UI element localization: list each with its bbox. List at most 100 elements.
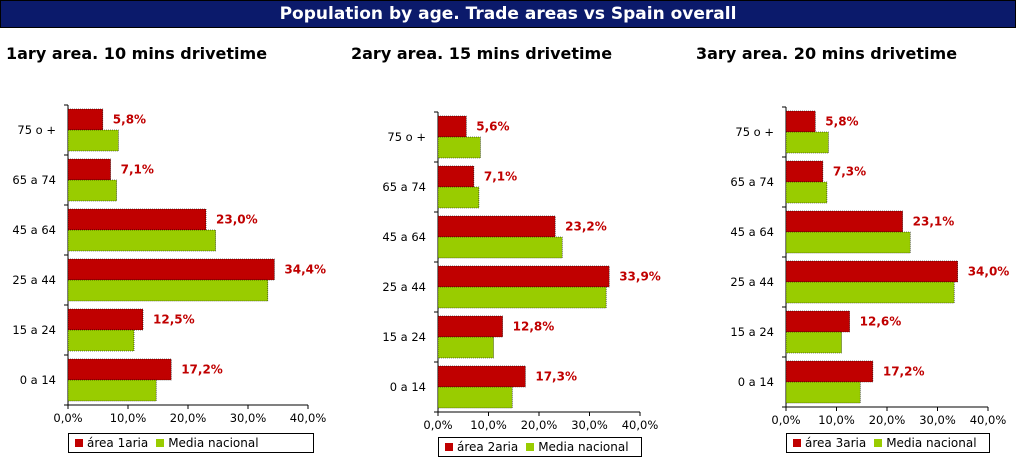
- bar-national: [67, 329, 135, 352]
- bar-area: [67, 358, 172, 381]
- bar-national: [437, 286, 607, 309]
- bar-area: [67, 158, 111, 181]
- data-label: 7,1%: [484, 170, 517, 184]
- legend-swatch-area: [793, 439, 801, 447]
- legend-swatch-national: [526, 443, 535, 451]
- x-tick-label: 10,0%: [818, 413, 855, 427]
- x-tick-label: 40,0%: [622, 418, 659, 432]
- bar-national: [785, 181, 828, 204]
- legend-2ary: área 2aria Media nacional: [438, 437, 642, 457]
- bar-national: [437, 336, 494, 359]
- bar-area: [67, 308, 144, 331]
- category-label: 75 o +: [735, 125, 774, 139]
- chart-2ary-area: 75 o + 65 a 74 45 a 64 25 a 44 15 a 24 0 a 14…: [382, 111, 661, 432]
- bar-national: [67, 279, 269, 302]
- data-label: 12,6%: [860, 315, 902, 329]
- data-label: 7,1%: [121, 163, 154, 177]
- data-label: 7,3%: [833, 165, 866, 179]
- bar-area: [437, 265, 610, 288]
- bar-area: [67, 258, 275, 281]
- legend-item-national: Media nacional: [526, 440, 629, 454]
- category-label: 0 a 14: [390, 380, 426, 394]
- category-label: 0 a 14: [738, 375, 774, 389]
- x-tick-label: 30,0%: [571, 418, 608, 432]
- data-label: 23,1%: [913, 215, 955, 229]
- legend-item-national: Media nacional: [874, 436, 977, 450]
- bar-national: [785, 331, 842, 354]
- bar-area: [437, 115, 467, 138]
- data-label: 17,2%: [181, 363, 223, 377]
- chart-3ary-area: 75 o + 65 a 74 45 a 64 25 a 44 15 a 24 0 a 14…: [730, 106, 1009, 427]
- data-label: 23,2%: [565, 220, 607, 234]
- bar-area: [785, 210, 903, 233]
- x-tick-label: 20,0%: [170, 411, 207, 425]
- panel-title: 1ary area. 10 mins drivetime: [6, 44, 268, 63]
- legend-swatch-area: [75, 439, 83, 447]
- legend-item-area: área 1aria: [75, 436, 148, 450]
- bar-area: [67, 208, 207, 231]
- bar-area: [67, 108, 104, 131]
- chart-1ary-area: 75 o + 65 a 74 45 a 64 25 a 44 15 a 24 0 a 14…: [12, 104, 327, 425]
- legend-label-national: Media nacional: [538, 440, 629, 454]
- category-label: 25 a 44: [12, 273, 56, 287]
- bar-area: [437, 365, 526, 388]
- category-label: 25 a 44: [730, 275, 774, 289]
- category-label: 65 a 74: [12, 173, 56, 187]
- x-tick-label: 10,0%: [470, 418, 507, 432]
- category-label: 65 a 74: [730, 175, 774, 189]
- legend-label-national: Media nacional: [168, 436, 259, 450]
- category-label: 15 a 24: [382, 330, 426, 344]
- bar-national: [67, 379, 157, 402]
- bar-national: [67, 129, 119, 152]
- legend-3ary: área 3aria Media nacional: [786, 433, 990, 453]
- x-tick-label: 10,0%: [110, 411, 147, 425]
- panel-title: 3ary area. 20 mins drivetime: [696, 44, 958, 63]
- category-label: 15 a 24: [12, 323, 56, 337]
- bar-area: [785, 110, 816, 133]
- bar-national: [437, 236, 563, 259]
- x-tick-label: 40,0%: [290, 411, 327, 425]
- category-label: 45 a 64: [12, 223, 56, 237]
- bar-national: [67, 229, 216, 252]
- bar-national: [785, 381, 861, 404]
- legend-label-area: área 2aria: [457, 440, 519, 454]
- category-label: 65 a 74: [382, 180, 426, 194]
- data-label: 17,2%: [883, 365, 925, 379]
- x-tick-label: 30,0%: [230, 411, 267, 425]
- data-label: 17,3%: [535, 370, 577, 384]
- legend-1ary: área 1aria Media nacional: [68, 433, 314, 453]
- data-label: 23,0%: [216, 213, 258, 227]
- x-tick-label: 40,0%: [970, 413, 1007, 427]
- bar-area: [785, 310, 850, 333]
- x-tick-label: 0,0%: [771, 413, 800, 427]
- legend-swatch-national: [156, 439, 165, 447]
- legend-item-national: Media nacional: [156, 436, 259, 450]
- x-tick-label: 20,0%: [869, 413, 906, 427]
- data-label: 5,6%: [476, 120, 509, 134]
- bar-area: [437, 215, 556, 238]
- data-label: 12,8%: [513, 320, 555, 334]
- panel-title: 2ary area. 15 mins drivetime: [351, 44, 613, 63]
- category-label: 15 a 24: [730, 325, 774, 339]
- legend-label-area: área 3aria: [805, 436, 867, 450]
- data-label: 5,8%: [825, 115, 858, 129]
- bar-national: [67, 179, 117, 202]
- data-label: 5,8%: [113, 113, 146, 127]
- bar-national: [437, 386, 513, 409]
- legend-item-area: área 3aria: [793, 436, 866, 450]
- category-label: 45 a 64: [382, 230, 426, 244]
- legend-item-area: área 2aria: [445, 440, 518, 454]
- category-label: 75 o +: [17, 123, 56, 137]
- bar-area: [785, 160, 824, 183]
- x-tick-label: 0,0%: [423, 418, 452, 432]
- category-label: 75 o +: [387, 130, 426, 144]
- bar-area: [437, 315, 503, 338]
- bar-area: [437, 165, 475, 188]
- legend-label-area: área 1aria: [87, 436, 149, 450]
- chart-banner-title: Population by age. Trade areas vs Spain …: [0, 0, 1016, 28]
- category-label: 25 a 44: [382, 280, 426, 294]
- x-tick-label: 20,0%: [521, 418, 558, 432]
- legend-swatch-area: [445, 443, 453, 451]
- bar-national: [785, 281, 955, 304]
- bar-area: [785, 360, 874, 383]
